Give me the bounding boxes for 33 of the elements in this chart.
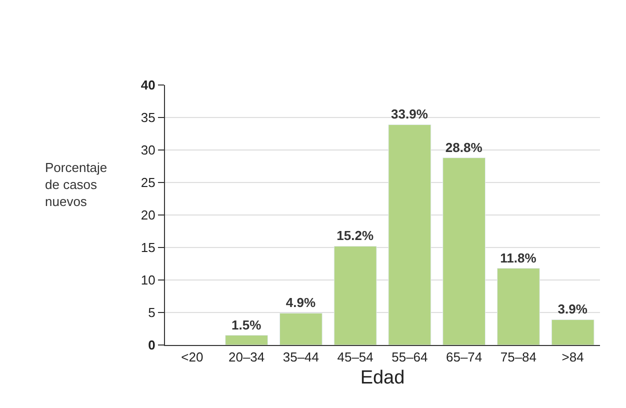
data-label: 1.5% bbox=[232, 317, 262, 332]
data-label: 33.9% bbox=[391, 106, 428, 122]
x-tick-label: 35–44 bbox=[282, 350, 320, 365]
y-tick-label: 10 bbox=[140, 272, 156, 288]
data-label: 15.2% bbox=[336, 228, 374, 244]
x-axis-title: Edad bbox=[360, 367, 405, 388]
y-tick-label: 40 bbox=[140, 78, 156, 93]
x-tick-label: 65–74 bbox=[446, 350, 482, 365]
y-tick-label: 15 bbox=[140, 240, 156, 256]
bar bbox=[334, 246, 377, 345]
y-tick-label: 25 bbox=[140, 175, 156, 190]
x-tick-label: >84 bbox=[562, 350, 584, 365]
bar bbox=[551, 319, 594, 345]
y-tick-label: 0 bbox=[148, 338, 156, 353]
x-tick-label: 20–34 bbox=[228, 350, 265, 365]
bar bbox=[225, 335, 268, 345]
y-tick-label: 5 bbox=[148, 305, 156, 320]
y-axis-title: Porcentaje de casos nuevos bbox=[45, 160, 108, 209]
y-tick-label: 20 bbox=[140, 208, 156, 223]
data-label: 4.9% bbox=[286, 295, 316, 310]
y-tick-label: 35 bbox=[140, 110, 156, 126]
bar bbox=[496, 268, 540, 345]
data-label: 28.8% bbox=[445, 140, 483, 155]
bar bbox=[279, 312, 322, 345]
y-tick-label: 30 bbox=[140, 142, 156, 158]
x-tick-label: 45–54 bbox=[337, 350, 374, 365]
data-label: 3.9% bbox=[558, 302, 588, 317]
x-tick-label: 55–64 bbox=[392, 350, 428, 365]
bar bbox=[442, 158, 486, 345]
x-tick-label: <20 bbox=[181, 350, 204, 365]
x-tick-label: 75–84 bbox=[500, 350, 537, 365]
bar bbox=[388, 124, 432, 345]
data-label: 11.8% bbox=[500, 250, 537, 266]
